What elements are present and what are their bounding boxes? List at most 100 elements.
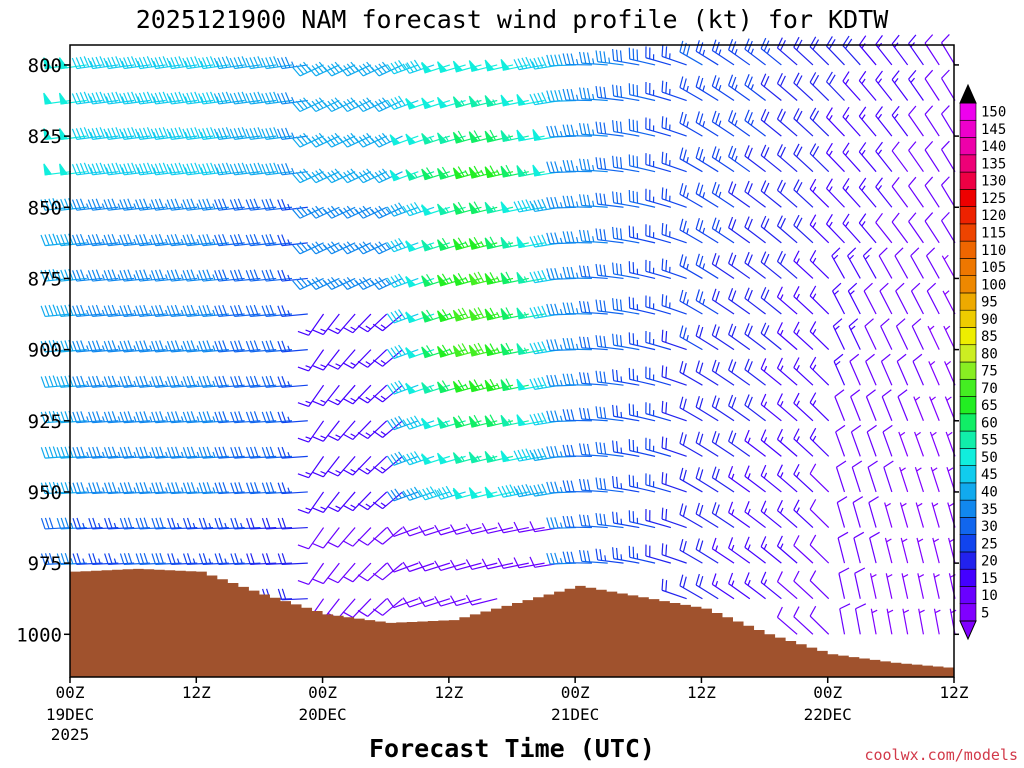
barb-staff	[171, 171, 198, 176]
x-tick-date-label: 19DEC	[46, 705, 94, 724]
barb-full	[362, 63, 371, 73]
barb-staff	[124, 206, 150, 211]
barb-half	[834, 325, 840, 331]
barb-staff	[865, 361, 877, 386]
wind-barb	[43, 92, 72, 105]
barb-staff	[76, 277, 103, 282]
wind-barb	[744, 109, 766, 137]
barb-full	[895, 282, 905, 292]
barb-full	[91, 340, 98, 352]
barb-staff	[281, 526, 308, 530]
barb-full	[233, 269, 240, 281]
barb-full	[245, 164, 251, 176]
barb-staff	[832, 325, 846, 350]
barb-full	[578, 265, 583, 277]
wind-barb	[119, 91, 151, 105]
wind-barb	[500, 130, 529, 143]
barb-full	[48, 375, 54, 387]
barb-full	[661, 472, 664, 484]
barb-staff	[867, 467, 877, 493]
barb-full	[619, 121, 623, 134]
wind-barb	[213, 127, 245, 140]
barb-staff	[92, 313, 119, 318]
barb-half	[165, 380, 169, 387]
barb-pennant	[516, 129, 527, 142]
barb-full	[265, 482, 271, 494]
wind-barb	[562, 124, 592, 137]
barb-full	[88, 376, 94, 388]
barb-full	[747, 111, 753, 124]
barb-full	[842, 178, 850, 189]
barb-full	[357, 432, 369, 440]
barb-full	[222, 375, 228, 387]
barb-half	[734, 84, 738, 91]
barb-full	[261, 234, 267, 246]
wind-barb	[277, 269, 308, 282]
barb-staff	[250, 242, 277, 247]
barb-staff	[712, 299, 735, 315]
wind-barb	[760, 215, 782, 244]
barb-staff	[266, 135, 293, 140]
barb-full	[87, 270, 94, 282]
barb-staff	[661, 340, 687, 351]
barb-pennant	[421, 133, 432, 145]
barb-staff	[842, 116, 861, 137]
barb-half	[779, 294, 784, 300]
barb-staff	[518, 526, 545, 533]
barb-staff	[456, 598, 482, 607]
wind-barb	[357, 455, 388, 475]
barb-staff	[92, 171, 119, 176]
barb-staff	[879, 290, 893, 315]
barb-full	[230, 376, 236, 388]
barb-full	[760, 358, 767, 370]
barb-half	[291, 167, 295, 174]
wind-barb	[71, 127, 103, 140]
barb-staff	[187, 384, 214, 388]
barb-full	[896, 318, 906, 327]
barb-full	[546, 197, 551, 209]
barb-full	[695, 431, 700, 443]
barb-staff	[839, 608, 846, 635]
barb-full	[793, 606, 800, 617]
barb-half	[845, 114, 850, 121]
barb-staff	[367, 349, 388, 368]
wind-barb	[277, 198, 308, 211]
wind-barb	[104, 517, 135, 530]
barb-staff	[234, 491, 261, 495]
barb-full	[603, 264, 607, 277]
barb-half	[575, 201, 579, 208]
barb-pennant	[484, 379, 495, 392]
wind-barb	[421, 345, 451, 359]
barb-staff	[187, 455, 214, 459]
wind-barb	[612, 226, 640, 244]
barb-full	[88, 517, 93, 530]
barb-staff	[187, 242, 214, 247]
barb-full	[119, 553, 125, 565]
barb-full	[209, 56, 216, 68]
barb-staff	[679, 51, 703, 66]
barb-staff	[393, 277, 419, 288]
barb-full	[517, 58, 524, 70]
barb-half	[901, 538, 908, 543]
barb-full	[44, 411, 50, 423]
barb-full	[119, 482, 125, 494]
barb-full	[686, 44, 691, 57]
barb-staff	[645, 92, 672, 102]
barb-staff	[393, 598, 419, 609]
barb-staff	[712, 370, 735, 386]
wind-barb	[230, 446, 261, 459]
wind-barb	[695, 573, 719, 600]
barb-full	[155, 446, 161, 459]
barb-half	[444, 207, 449, 213]
barb-staff	[352, 598, 372, 618]
wind-barb	[628, 47, 656, 66]
barb-staff	[793, 509, 814, 528]
barb-full	[457, 415, 465, 426]
barb-full	[123, 234, 129, 246]
barb-staff	[884, 502, 893, 528]
barb-full	[261, 517, 267, 530]
wind-barb	[261, 269, 293, 282]
wind-barb	[728, 359, 751, 386]
barb-half	[429, 243, 434, 249]
barb-staff	[76, 99, 103, 105]
